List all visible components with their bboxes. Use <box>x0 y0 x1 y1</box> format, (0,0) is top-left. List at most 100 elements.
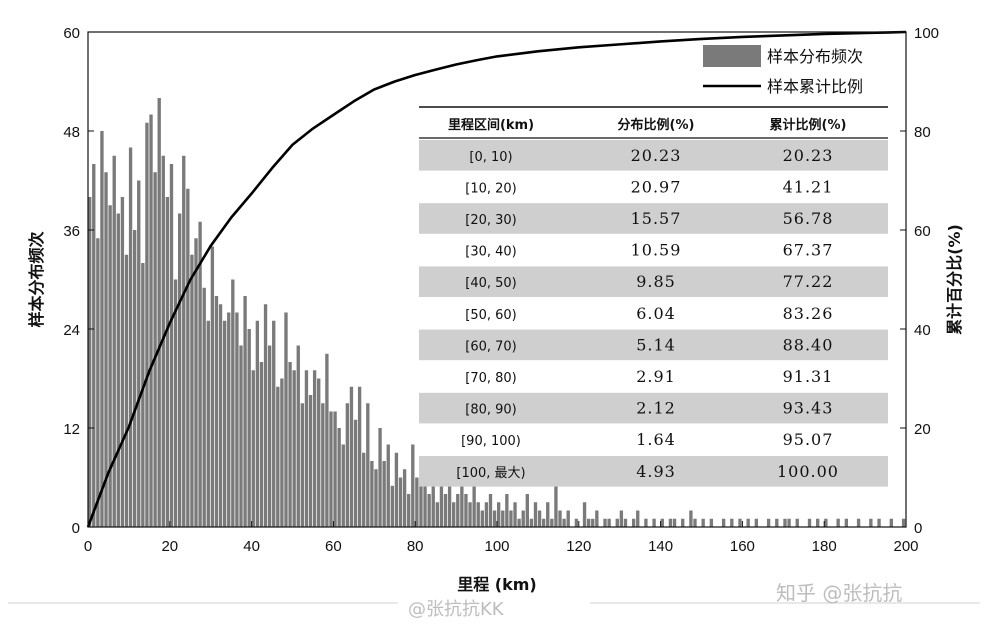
table-range-cell: [50, 60) <box>465 308 517 323</box>
histogram-bar <box>795 518 799 527</box>
histogram-bar <box>738 518 742 527</box>
histogram-bar <box>435 502 439 527</box>
table-header-background <box>419 108 888 137</box>
histogram-bar <box>141 263 145 527</box>
table-value-cell: 95.07 <box>783 430 834 449</box>
histogram-bar <box>288 362 292 527</box>
table-range-cell: [90, 100) <box>461 434 521 449</box>
watermark-weibo: @张抗抗KK <box>408 599 505 620</box>
histogram-bar <box>746 518 750 527</box>
histogram-bar <box>844 518 848 527</box>
histogram-bar <box>177 213 182 527</box>
y-left-tick-label: 36 <box>63 223 80 240</box>
x-tick-label: 100 <box>484 538 509 555</box>
y-left-tick-label: 60 <box>63 25 80 42</box>
histogram-bar <box>869 518 873 527</box>
table-range-cell: [80, 90) <box>465 403 517 418</box>
table-value-cell: 5.14 <box>636 335 676 354</box>
histogram-bar <box>173 279 178 527</box>
histogram-bar <box>214 296 219 527</box>
histogram-bar <box>541 518 546 527</box>
histogram-bar <box>513 502 517 527</box>
histogram-bar <box>366 403 370 527</box>
x-tick-label: 60 <box>325 538 342 555</box>
cumulative-line <box>86 30 907 528</box>
legend-label-line: 样本累计比例 <box>767 77 863 96</box>
histogram-bar <box>689 510 693 527</box>
table-range-cell: [40, 50) <box>465 276 517 291</box>
y-left-axis-title: 样本分布频次 <box>27 231 46 327</box>
histogram-bar <box>202 287 206 527</box>
y-right-axis-title: 累计百分比(%) <box>945 224 964 335</box>
histogram-bar <box>443 494 448 527</box>
y-right-tick-label: 20 <box>914 421 931 438</box>
table-value-cell: 20.97 <box>631 177 682 196</box>
table-value-cell: 4.93 <box>636 462 676 481</box>
x-tick-label: 200 <box>893 538 918 555</box>
stats-table: 里程区间(km) 分布比例(%) 累计比例(%) [0, 10) 20.23 20.23 [… <box>419 106 888 487</box>
histogram-bar <box>472 485 476 527</box>
histogram-bar <box>566 510 570 527</box>
histogram-bar <box>807 518 812 527</box>
x-tick-label: 80 <box>407 538 424 555</box>
histogram-bar <box>402 469 407 527</box>
histogram-bar <box>157 98 161 527</box>
histogram-bar <box>411 444 415 527</box>
x-tick-label: 120 <box>566 538 591 555</box>
histogram-bar <box>730 518 734 527</box>
y-left-tick-label: 48 <box>63 124 80 141</box>
histogram-bar <box>644 518 648 527</box>
histogram-bar <box>349 386 354 527</box>
x-axis-title: 里程 (km) <box>457 575 537 594</box>
table-value-cell: 67.37 <box>783 241 834 260</box>
table-range-cell: [30, 40) <box>465 245 517 260</box>
table-value-cell: 83.26 <box>783 304 834 323</box>
histogram-bar <box>546 502 550 527</box>
histogram-bar <box>693 518 697 527</box>
table-row-stripe <box>419 456 888 487</box>
histogram-bar <box>660 518 664 527</box>
table-row-background <box>419 424 888 455</box>
histogram-bar <box>132 230 137 527</box>
histogram-bar <box>419 485 423 527</box>
table-value-cell: 41.21 <box>783 177 834 196</box>
histogram-bar <box>595 510 599 527</box>
x-tick-label: 180 <box>812 538 837 555</box>
legend-label-bars: 样本分布频次 <box>767 47 863 66</box>
histogram-bar <box>370 461 374 527</box>
histogram-bar <box>108 205 112 527</box>
histogram-bar <box>251 370 255 527</box>
histogram-bar <box>329 411 333 527</box>
histogram-bar <box>603 518 607 527</box>
histogram-bar <box>267 345 272 527</box>
histogram-bar <box>488 494 493 527</box>
histogram-bar <box>509 510 513 527</box>
histogram-bar <box>582 502 587 527</box>
histogram-bar <box>312 370 317 527</box>
histogram-bar <box>321 403 325 527</box>
histogram-bar <box>394 452 399 527</box>
histogram-bar <box>353 419 358 527</box>
table-value-cell: 15.57 <box>631 209 682 228</box>
histogram-bar <box>100 131 104 527</box>
table-row-stripe <box>419 266 888 297</box>
histogram-bar <box>537 510 542 527</box>
table-row-stripe <box>419 140 888 171</box>
histogram-bar <box>96 238 100 527</box>
histogram-bar <box>239 345 243 527</box>
histogram-bar <box>877 518 881 527</box>
histogram-bar <box>386 444 390 527</box>
histogram-bar <box>550 518 554 527</box>
histogram-bar <box>574 518 579 527</box>
histogram-bar <box>431 477 435 527</box>
histogram-bar <box>218 304 223 527</box>
histogram-bar <box>525 494 529 527</box>
histogram-bar <box>259 362 264 527</box>
histogram-bar <box>681 518 685 527</box>
table-row-stripe <box>419 203 888 234</box>
histogram-bar <box>615 518 619 527</box>
histogram-bar <box>521 510 525 527</box>
histogram-bar <box>423 461 427 527</box>
histogram-bar <box>652 518 656 527</box>
histogram-bar <box>456 494 460 527</box>
